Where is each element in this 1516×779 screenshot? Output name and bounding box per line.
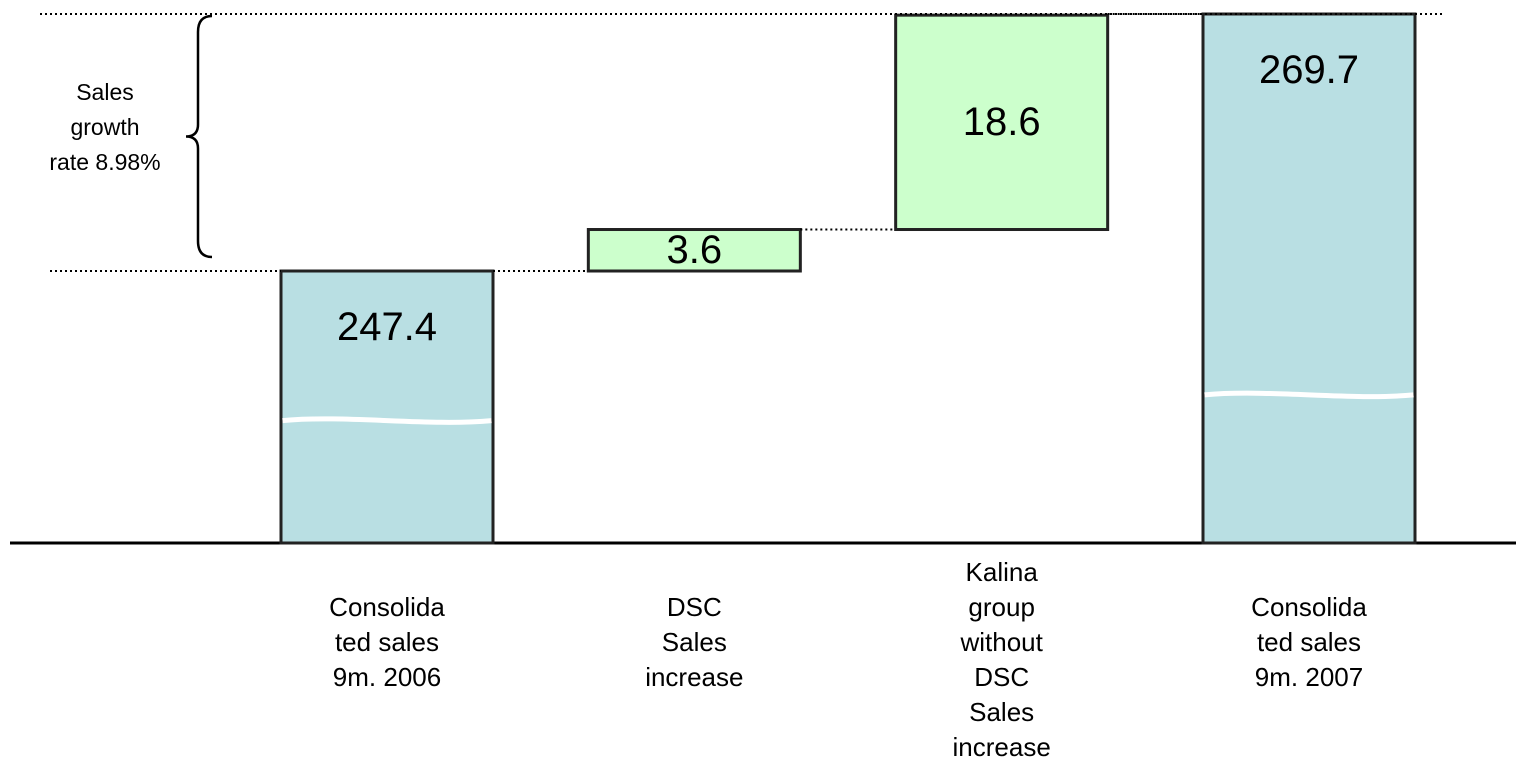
bar — [279, 269, 495, 545]
value-label: 247.4 — [336, 305, 438, 349]
axis-break — [1204, 390, 1414, 400]
bar — [1201, 12, 1417, 545]
category-label: Consolida ted sales 9m. 2006 — [329, 592, 445, 692]
brace — [185, 14, 213, 259]
category-label: DSC Sales increase — [645, 592, 744, 692]
annotation: Sales growth rate 8.98% — [49, 79, 161, 175]
value-label: 269.7 — [1258, 48, 1360, 92]
category-label: Consolida ted sales 9m. 2007 — [1251, 592, 1367, 692]
axis-break — [282, 416, 492, 425]
bar — [586, 228, 802, 273]
value-label: 3.6 — [666, 228, 723, 273]
value-label: 18.6 — [962, 100, 1041, 145]
bar — [894, 13, 1110, 232]
category-label: Kalina group without DSC Sales increase — [952, 557, 1051, 762]
